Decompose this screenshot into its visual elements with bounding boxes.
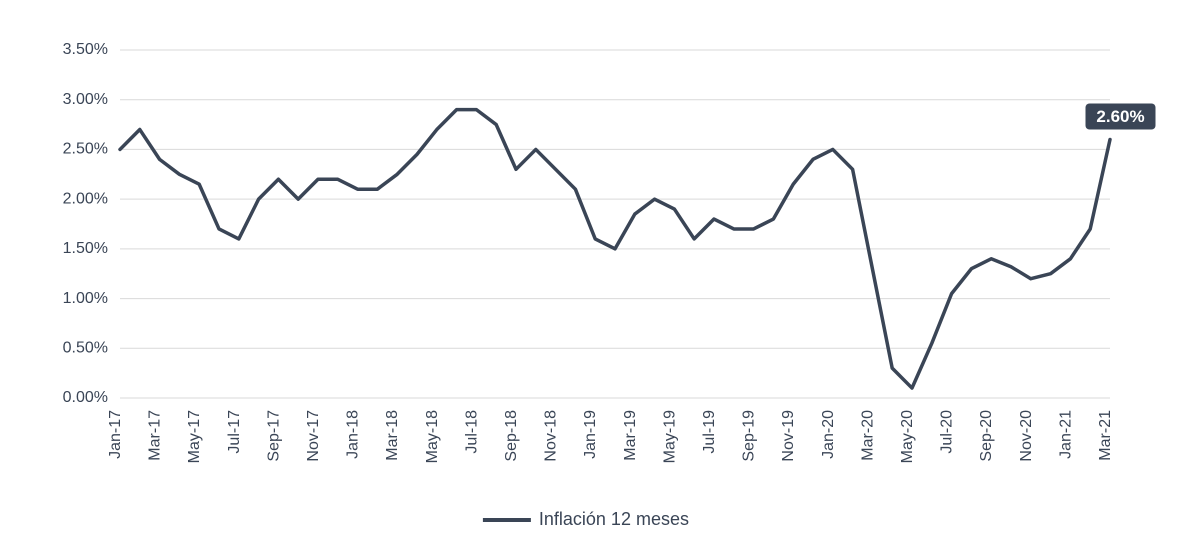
x-tick-label: Jul-19 <box>701 410 718 454</box>
x-tick-label: Jan-18 <box>345 410 362 459</box>
x-tick-label: Nov-17 <box>305 410 322 462</box>
x-tick-label: May-20 <box>899 410 916 463</box>
y-tick-label: 1.00% <box>63 290 108 307</box>
x-tick-label: May-17 <box>186 410 203 463</box>
x-tick-label: Sep-17 <box>265 410 282 462</box>
x-tick-label: Nov-19 <box>780 410 797 462</box>
x-tick-label: Mar-20 <box>859 410 876 461</box>
y-tick-label: 2.50% <box>63 141 108 158</box>
legend-label: Inflación 12 meses <box>539 509 689 529</box>
inflation-chart: 0.00% 0.50% 1.00% 1.50% 2.00% 2.50% 3.00% 3.50%… <box>0 0 1200 547</box>
y-tick-label: 0.00% <box>63 389 108 406</box>
y-tick-label: 3.50% <box>63 41 108 58</box>
x-tick-label: Mar-18 <box>384 410 401 461</box>
x-tick-label: Mar-17 <box>147 410 164 461</box>
x-tick-label: Jul-18 <box>463 410 480 454</box>
y-tick-label: 1.50% <box>63 240 108 257</box>
end-callout-label: 2.60% <box>1096 107 1144 126</box>
x-tick-label: Nov-20 <box>1018 410 1035 462</box>
chart-svg: 0.00% 0.50% 1.00% 1.50% 2.00% 2.50% 3.00% 3.50%… <box>0 0 1200 547</box>
x-tick-label: Jan-21 <box>1057 410 1074 459</box>
x-tick-label: May-18 <box>424 410 441 463</box>
x-tick-label: Jan-20 <box>820 410 837 459</box>
x-tick-label: Jul-17 <box>226 410 243 454</box>
x-tick-label: May-19 <box>661 410 678 463</box>
x-tick-label: Mar-19 <box>622 410 639 461</box>
y-tick-label: 0.50% <box>63 340 108 357</box>
x-tick-label: Sep-19 <box>741 410 758 462</box>
x-tick-label: Sep-20 <box>978 410 995 462</box>
x-tick-label: Mar-21 <box>1097 410 1114 461</box>
y-tick-label: 2.00% <box>63 190 108 207</box>
x-tick-label: Nov-18 <box>543 410 560 462</box>
y-tick-label: 3.00% <box>63 91 108 108</box>
x-tick-label: Jan-19 <box>582 410 599 459</box>
x-tick-label: Jul-20 <box>939 410 956 454</box>
end-callout: 2.60% <box>1086 103 1156 129</box>
x-tick-label: Jan-17 <box>107 410 124 459</box>
x-tick-label: Sep-18 <box>503 410 520 462</box>
